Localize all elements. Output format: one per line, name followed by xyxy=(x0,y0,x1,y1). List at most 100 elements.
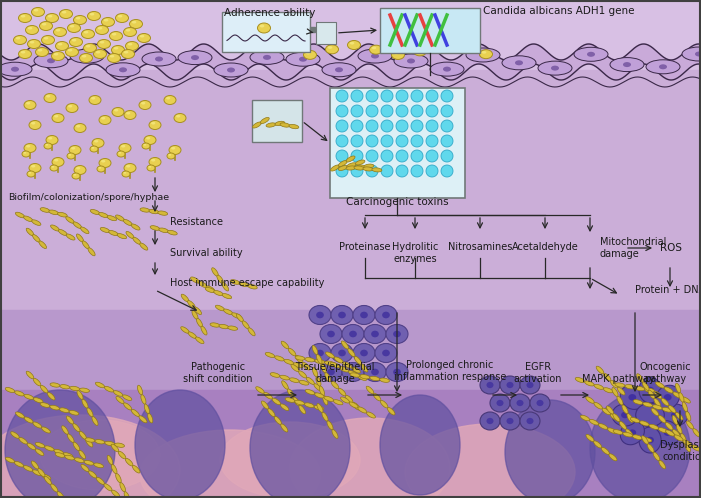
Ellipse shape xyxy=(299,57,307,62)
Ellipse shape xyxy=(290,418,450,498)
Ellipse shape xyxy=(76,167,81,169)
Ellipse shape xyxy=(590,393,690,498)
Ellipse shape xyxy=(643,402,653,407)
Ellipse shape xyxy=(28,27,32,29)
Ellipse shape xyxy=(104,386,114,392)
Text: ROS: ROS xyxy=(660,243,682,253)
Ellipse shape xyxy=(116,396,124,403)
Ellipse shape xyxy=(366,165,378,177)
Ellipse shape xyxy=(139,35,144,37)
Ellipse shape xyxy=(320,325,342,344)
Ellipse shape xyxy=(316,312,324,318)
Ellipse shape xyxy=(88,471,97,478)
Ellipse shape xyxy=(289,124,299,128)
Text: Nitrosamines: Nitrosamines xyxy=(448,242,512,252)
Ellipse shape xyxy=(482,51,486,54)
Ellipse shape xyxy=(411,150,423,162)
Ellipse shape xyxy=(372,168,382,172)
Ellipse shape xyxy=(480,376,500,394)
Ellipse shape xyxy=(366,120,378,132)
Ellipse shape xyxy=(91,147,94,149)
Ellipse shape xyxy=(639,427,661,453)
Ellipse shape xyxy=(520,412,540,430)
Ellipse shape xyxy=(366,90,378,102)
Text: Biofilm/colonization/spore/hyphae: Biofilm/colonization/spore/hyphae xyxy=(8,193,169,202)
Ellipse shape xyxy=(658,428,668,433)
Ellipse shape xyxy=(339,160,347,166)
Ellipse shape xyxy=(109,31,123,40)
Ellipse shape xyxy=(90,210,100,215)
Ellipse shape xyxy=(79,53,93,63)
Ellipse shape xyxy=(284,359,294,365)
Ellipse shape xyxy=(500,376,520,394)
Ellipse shape xyxy=(601,447,609,454)
Ellipse shape xyxy=(260,118,269,124)
Ellipse shape xyxy=(686,421,693,429)
Ellipse shape xyxy=(693,429,700,437)
Ellipse shape xyxy=(490,394,510,412)
Ellipse shape xyxy=(620,421,644,445)
Ellipse shape xyxy=(599,424,608,429)
Text: Host immune escape capability: Host immune escape capability xyxy=(170,278,325,288)
Ellipse shape xyxy=(68,49,72,52)
Ellipse shape xyxy=(66,234,75,240)
Ellipse shape xyxy=(139,243,148,250)
Ellipse shape xyxy=(70,25,74,27)
Ellipse shape xyxy=(500,412,520,430)
Ellipse shape xyxy=(441,90,453,102)
Ellipse shape xyxy=(358,375,367,380)
Ellipse shape xyxy=(25,25,39,34)
Ellipse shape xyxy=(181,294,189,302)
Ellipse shape xyxy=(116,474,121,483)
Ellipse shape xyxy=(214,290,223,296)
Ellipse shape xyxy=(363,167,373,171)
Ellipse shape xyxy=(119,143,131,152)
Ellipse shape xyxy=(353,305,375,325)
Ellipse shape xyxy=(188,301,195,308)
Ellipse shape xyxy=(305,358,315,362)
Ellipse shape xyxy=(479,52,487,57)
Ellipse shape xyxy=(594,441,601,448)
Ellipse shape xyxy=(166,97,170,100)
Ellipse shape xyxy=(346,166,356,170)
Ellipse shape xyxy=(336,165,348,177)
Ellipse shape xyxy=(121,49,135,58)
Ellipse shape xyxy=(95,440,104,444)
Ellipse shape xyxy=(260,24,264,27)
Ellipse shape xyxy=(364,164,374,168)
Ellipse shape xyxy=(441,150,453,162)
Bar xyxy=(222,12,310,52)
Ellipse shape xyxy=(64,455,74,460)
Ellipse shape xyxy=(594,402,602,409)
Ellipse shape xyxy=(671,412,679,418)
Ellipse shape xyxy=(79,450,86,459)
Ellipse shape xyxy=(386,363,408,381)
Ellipse shape xyxy=(665,387,673,393)
Ellipse shape xyxy=(338,350,346,357)
Ellipse shape xyxy=(81,465,89,472)
Ellipse shape xyxy=(111,465,117,474)
Ellipse shape xyxy=(99,116,111,124)
Ellipse shape xyxy=(126,165,130,167)
Ellipse shape xyxy=(627,413,633,422)
Ellipse shape xyxy=(354,166,364,170)
Ellipse shape xyxy=(651,408,659,416)
Ellipse shape xyxy=(29,41,34,43)
Ellipse shape xyxy=(282,381,288,389)
Ellipse shape xyxy=(62,426,68,434)
Ellipse shape xyxy=(118,15,123,17)
Ellipse shape xyxy=(0,415,180,498)
Ellipse shape xyxy=(275,122,285,125)
Ellipse shape xyxy=(322,63,356,77)
Ellipse shape xyxy=(67,153,75,159)
Ellipse shape xyxy=(198,281,207,287)
Ellipse shape xyxy=(25,417,33,423)
Ellipse shape xyxy=(33,422,42,428)
Ellipse shape xyxy=(668,405,676,413)
Ellipse shape xyxy=(675,412,683,420)
Ellipse shape xyxy=(348,349,355,357)
Ellipse shape xyxy=(339,367,348,372)
Ellipse shape xyxy=(342,363,364,381)
Ellipse shape xyxy=(622,405,628,414)
Ellipse shape xyxy=(458,43,470,52)
